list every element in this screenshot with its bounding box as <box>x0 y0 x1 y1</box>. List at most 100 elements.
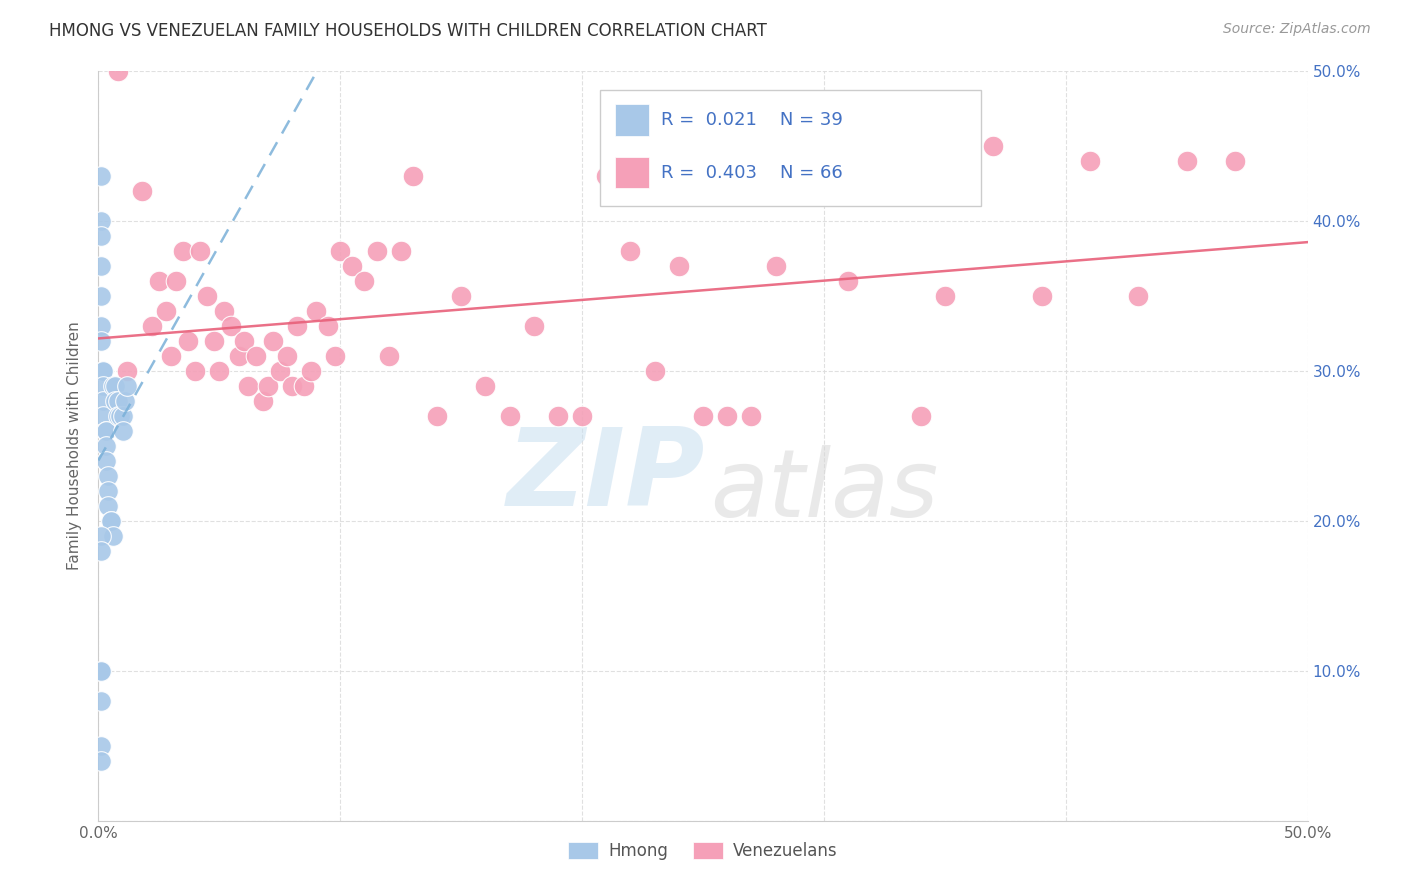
Point <box>353 274 375 288</box>
Point <box>228 349 250 363</box>
Point <box>692 409 714 423</box>
FancyBboxPatch shape <box>614 157 648 188</box>
Point <box>377 349 399 363</box>
Point <box>90 289 112 303</box>
Point <box>232 334 254 348</box>
Point <box>910 409 932 423</box>
Point <box>716 409 738 423</box>
Point <box>256 379 278 393</box>
Point <box>172 244 194 259</box>
Point <box>97 469 120 483</box>
Point <box>195 289 218 303</box>
Point <box>91 364 114 378</box>
Point <box>934 289 956 303</box>
Text: Source: ZipAtlas.com: Source: ZipAtlas.com <box>1223 22 1371 37</box>
Point <box>108 409 131 423</box>
Point <box>595 169 617 184</box>
Point <box>188 244 211 259</box>
Point <box>101 379 124 393</box>
Point <box>104 379 127 393</box>
Point <box>498 409 520 423</box>
Point <box>90 319 112 334</box>
Point <box>740 409 762 423</box>
Point <box>426 409 449 423</box>
Bar <box>600 90 981 206</box>
Point <box>90 739 112 753</box>
Point <box>860 154 883 169</box>
Point <box>262 334 284 348</box>
Point <box>221 319 243 334</box>
Point <box>329 244 352 259</box>
Point <box>111 409 134 423</box>
Point <box>1223 154 1246 169</box>
Point <box>474 379 496 393</box>
Point <box>91 394 114 409</box>
Point <box>91 409 114 423</box>
Point <box>90 529 112 543</box>
Point <box>111 424 134 438</box>
Point <box>402 169 425 184</box>
Point <box>252 394 274 409</box>
Text: HMONG VS VENEZUELAN FAMILY HOUSEHOLDS WITH CHILDREN CORRELATION CHART: HMONG VS VENEZUELAN FAMILY HOUSEHOLDS WI… <box>49 22 768 40</box>
Point <box>619 244 641 259</box>
Point <box>238 379 260 393</box>
Point <box>160 349 183 363</box>
Point <box>523 319 546 334</box>
Point <box>90 214 112 228</box>
Point <box>208 364 231 378</box>
Point <box>1128 289 1150 303</box>
Point <box>97 483 120 498</box>
Point <box>316 319 339 334</box>
Point <box>100 514 122 528</box>
Point <box>177 334 200 348</box>
Point <box>389 244 412 259</box>
Point <box>299 364 322 378</box>
Point <box>276 349 298 363</box>
Point <box>90 664 112 678</box>
Point <box>155 304 177 318</box>
Point <box>94 424 117 438</box>
Point <box>94 424 117 438</box>
Point <box>91 364 114 378</box>
Point <box>114 394 136 409</box>
Point <box>94 439 117 453</box>
Point <box>90 169 112 184</box>
Point <box>571 409 593 423</box>
Text: ZIP: ZIP <box>508 423 706 529</box>
Point <box>204 334 226 348</box>
Point <box>165 274 187 288</box>
Point <box>1078 154 1101 169</box>
Point <box>117 379 139 393</box>
Point <box>1175 154 1198 169</box>
Point <box>269 364 291 378</box>
Y-axis label: Family Households with Children: Family Households with Children <box>67 322 83 570</box>
Text: atlas: atlas <box>710 445 938 536</box>
Point <box>342 259 364 273</box>
Point <box>1031 289 1053 303</box>
Point <box>90 664 112 678</box>
Point <box>107 409 129 423</box>
Point <box>981 139 1004 153</box>
Point <box>90 334 112 348</box>
Point <box>184 364 207 378</box>
Point <box>90 754 112 768</box>
Point <box>90 694 112 708</box>
Point <box>366 244 388 259</box>
Point <box>305 304 328 318</box>
Point <box>97 499 120 513</box>
Point <box>107 64 129 78</box>
Legend: Hmong, Venezuelans: Hmong, Venezuelans <box>560 834 846 869</box>
Point <box>450 289 472 303</box>
Point <box>644 364 666 378</box>
Point <box>141 319 163 334</box>
Point <box>292 379 315 393</box>
Point <box>94 454 117 468</box>
Point <box>547 409 569 423</box>
Point <box>148 274 170 288</box>
Point <box>325 349 347 363</box>
Text: R =  0.021    N = 39: R = 0.021 N = 39 <box>661 112 842 129</box>
Point <box>90 259 112 273</box>
Point <box>668 259 690 273</box>
Point <box>104 394 127 409</box>
Point <box>90 229 112 244</box>
